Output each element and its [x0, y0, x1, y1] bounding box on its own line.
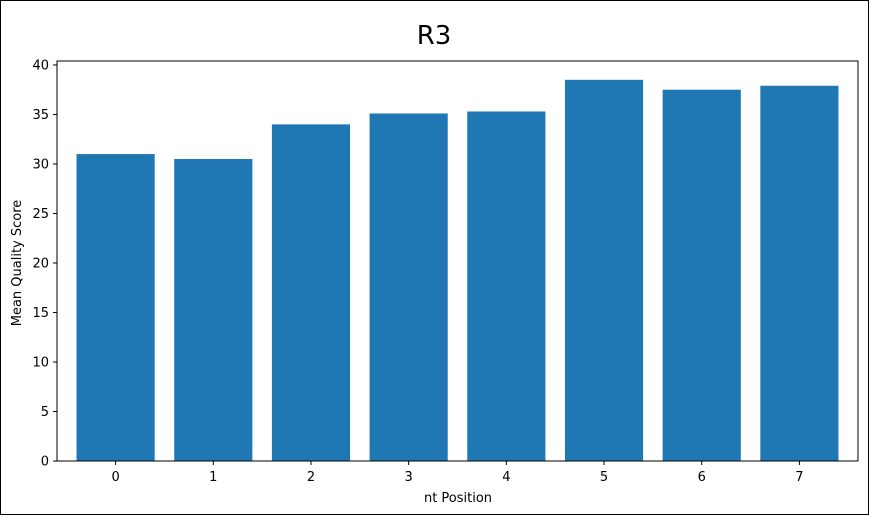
bar-6 — [662, 89, 741, 462]
plot-area-frame — [56, 60, 859, 462]
y-tick-label: 0 — [41, 455, 49, 470]
bar-5 — [564, 79, 644, 461]
bar-4 — [467, 111, 546, 461]
x-tick-label: 5 — [600, 470, 608, 485]
bar-7 — [760, 85, 839, 461]
x-tick-label: 7 — [795, 470, 803, 485]
y-tick-label: 5 — [41, 405, 49, 420]
y-tick-label: 30 — [32, 157, 49, 172]
x-axis-ticks: 0 1 2 3 4 5 6 7 — [111, 461, 804, 485]
y-tick-label: 20 — [32, 256, 49, 271]
y-axis-label: Mean Quality Score — [10, 200, 25, 327]
x-tick-label: 2 — [307, 470, 315, 485]
y-axis-ticks: 0 5 10 15 20 25 30 35 40 — [32, 58, 57, 470]
bar-2 — [271, 124, 351, 461]
bar-0 — [76, 154, 155, 461]
chart-title: R3 — [417, 21, 452, 51]
x-tick-label: 6 — [698, 470, 706, 485]
x-tick-label: 0 — [111, 470, 119, 485]
y-tick-label: 15 — [32, 306, 49, 321]
y-tick-label: 25 — [32, 207, 49, 222]
bar-1 — [174, 159, 253, 461]
y-tick-label: 40 — [32, 58, 49, 73]
x-tick-label: 4 — [502, 470, 510, 485]
bars-group — [76, 79, 839, 462]
x-tick-label: 3 — [405, 470, 413, 485]
y-tick-label: 35 — [32, 108, 49, 123]
x-axis-label: nt Position — [424, 491, 492, 506]
bar-3 — [369, 113, 448, 461]
x-tick-label: 1 — [209, 470, 217, 485]
y-tick-label: 10 — [32, 355, 49, 370]
